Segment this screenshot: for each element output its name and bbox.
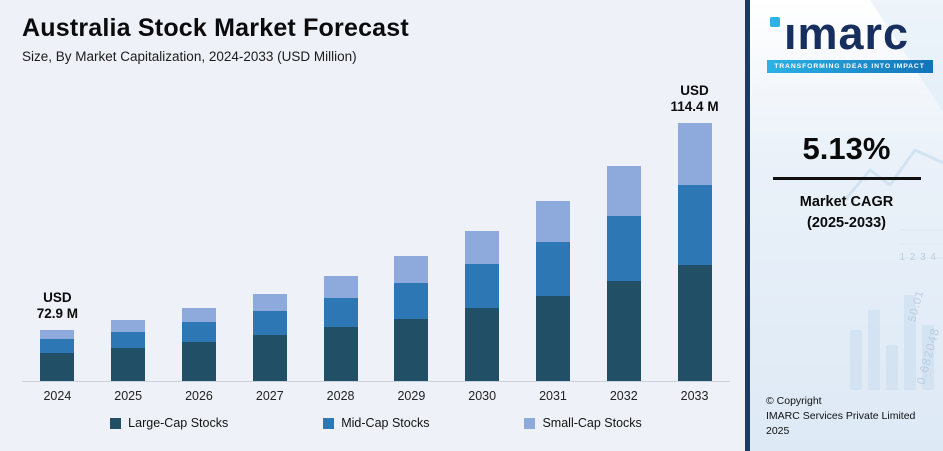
- x-axis-label: 2024: [43, 389, 72, 403]
- bar-column: 2031: [518, 72, 589, 403]
- bar-segment: [40, 352, 75, 381]
- bar-column: USD 72.9 M 2024: [22, 72, 93, 403]
- imarc-wordmark: ımarc: [783, 8, 910, 59]
- legend-item: Large-Cap Stocks: [110, 416, 228, 430]
- imarc-logo: ımarc TRANSFORMING IDEAS INTO IMPACT: [766, 8, 933, 73]
- bar-segment: [181, 307, 216, 323]
- stacked-bar: [535, 201, 570, 382]
- bar-segment: [535, 241, 570, 296]
- legend-swatch-icon: [524, 417, 536, 429]
- bar-segment: [252, 311, 287, 336]
- logo-tagline: TRANSFORMING IDEAS INTO IMPACT: [766, 60, 933, 73]
- stacked-bar: [252, 293, 287, 381]
- legend-label: Large-Cap Stocks: [128, 416, 229, 430]
- bar-segment: [535, 201, 570, 242]
- cagr-underline: [772, 177, 921, 180]
- cagr-label-line1: Market CAGR: [799, 194, 894, 210]
- bar-segment: [111, 347, 146, 381]
- bar-column: 2028: [305, 72, 376, 403]
- decorative-number: 0.682048: [913, 326, 943, 386]
- bar-segment: [252, 293, 287, 312]
- bar-column: 2032: [588, 72, 659, 403]
- bar-segment: [677, 185, 712, 265]
- stacked-bar: [606, 165, 641, 381]
- bar-segment: [111, 331, 146, 348]
- cagr-block: 5.13% Market CAGR (2025-2033): [750, 131, 943, 234]
- decorative-number: 1 2 3 4: [899, 252, 937, 263]
- x-axis-label: 2028: [326, 389, 355, 403]
- legend-item: Mid-Cap Stocks: [323, 416, 429, 430]
- bar-segment: [394, 282, 429, 319]
- stacked-bar: [111, 320, 146, 381]
- bar-segment: [465, 263, 500, 308]
- bar-column: 2025: [93, 72, 164, 403]
- bar-value-annotation: USD 72.9 M: [36, 290, 79, 322]
- bar-column: 2029: [376, 72, 447, 403]
- bar-chart-plot: USD 72.9 M 2024 2025 2026 2027 2028 2029 2030 203…: [22, 72, 730, 403]
- bar-segment: [323, 297, 358, 328]
- x-axis-label: 2031: [539, 389, 567, 403]
- chart-panel: Australia Stock Market Forecast Size, By…: [22, 14, 730, 430]
- copyright-line1: © Copyright: [766, 395, 822, 407]
- bar-segment: [181, 341, 216, 381]
- page-title: Australia Stock Market Forecast: [22, 14, 409, 42]
- bar-segment: [465, 307, 500, 381]
- legend-item: Small-Cap Stocks: [524, 416, 642, 430]
- x-axis-label: 2029: [397, 389, 426, 403]
- bar-segment: [40, 339, 75, 353]
- bar-segment: [323, 276, 358, 298]
- page-subtitle: Size, By Market Capitalization, 2024-203…: [22, 49, 357, 64]
- bar-segment: [252, 335, 287, 381]
- bar-segment: [394, 255, 429, 283]
- decorative-number: 50.01: [906, 288, 927, 324]
- bar-segment: [606, 165, 641, 216]
- x-axis-label: 2027: [255, 389, 284, 403]
- cagr-value: 5.13%: [802, 131, 891, 166]
- cagr-label-line2: (2025-2033): [807, 215, 886, 231]
- bar-segment: [465, 231, 500, 264]
- legend-swatch-icon: [323, 417, 335, 429]
- bar-column: 2030: [447, 72, 518, 403]
- legend-label: Small-Cap Stocks: [542, 416, 642, 430]
- legend-swatch-icon: [110, 417, 122, 429]
- bar-segment: [40, 330, 75, 340]
- bar-segment: [606, 281, 641, 381]
- stacked-bar: [40, 330, 75, 381]
- bar-segment: [111, 320, 146, 332]
- stacked-bar: [677, 123, 712, 381]
- bar-value-annotation: USD 114.4 M: [670, 83, 719, 114]
- copyright-line2: IMARC Services Private Limited 2025: [766, 410, 916, 437]
- bar-segment: [181, 322, 216, 342]
- x-axis-label: 2032: [609, 389, 638, 403]
- bar-column: USD 114.4 M 2033: [659, 72, 730, 403]
- bar-segment: [677, 123, 712, 185]
- x-axis-label: 2030: [468, 389, 497, 403]
- logo-dot-icon: [769, 17, 780, 27]
- copyright-notice: © Copyright IMARC Services Private Limit…: [766, 394, 937, 439]
- legend-label: Mid-Cap Stocks: [341, 416, 430, 430]
- x-axis-label: 2033: [680, 389, 709, 403]
- branding-sidebar: 1 2 3 4 0.682048 50.01 ımarc TRANSFORMIN…: [745, 0, 943, 451]
- bar-segment: [606, 215, 641, 282]
- stacked-bar: [465, 231, 500, 381]
- bar-segment: [677, 264, 712, 381]
- stacked-bar: [394, 255, 429, 381]
- stacked-bar: [181, 307, 216, 381]
- x-axis-label: 2026: [185, 389, 213, 403]
- chart-legend: Large-Cap Stocks Mid-Cap Stocks Small-Cap …: [22, 416, 730, 430]
- bar-segment: [323, 327, 358, 381]
- stacked-bar: [323, 276, 358, 381]
- bar-segment: [535, 295, 570, 382]
- bar-column: 2026: [164, 72, 235, 403]
- bar-segment: [394, 318, 429, 381]
- x-axis-label: 2025: [114, 389, 143, 403]
- bar-column: 2027: [234, 72, 305, 403]
